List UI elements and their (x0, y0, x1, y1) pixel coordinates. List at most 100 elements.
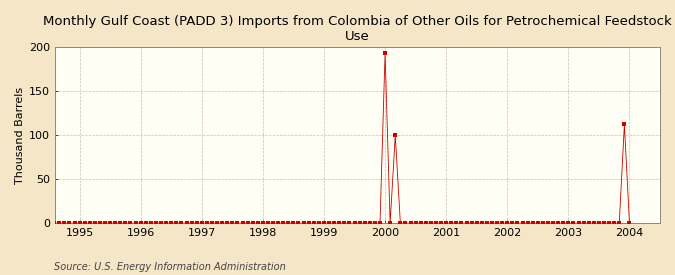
Point (339, 221, 350, 225)
Title: Monthly Gulf Coast (PADD 3) Imports from Colombia of Other Oils for Petrochemica: Monthly Gulf Coast (PADD 3) Imports from… (43, 15, 672, 43)
Point (166, 221, 177, 225)
Point (537, 221, 548, 225)
Point (415, 221, 426, 225)
Point (130, 221, 141, 225)
Point (232, 221, 243, 225)
Point (34, 221, 45, 225)
Point (176, 221, 187, 225)
Point (441, 221, 452, 225)
Point (533, 221, 543, 225)
Point (359, 221, 370, 225)
Point (298, 221, 309, 225)
Point (395, 221, 406, 225)
Point (181, 221, 192, 225)
Point (456, 221, 467, 225)
Point (543, 221, 554, 225)
Point (477, 221, 487, 225)
Point (522, 221, 533, 225)
Point (583, 221, 594, 225)
Point (517, 221, 528, 225)
Point (624, 221, 635, 225)
Point (334, 221, 345, 225)
Point (502, 221, 512, 225)
Point (421, 221, 431, 225)
Point (410, 221, 421, 225)
Point (329, 221, 340, 225)
Point (466, 221, 477, 225)
Point (227, 221, 238, 225)
Point (400, 221, 411, 225)
Point (95, 221, 105, 225)
Point (558, 221, 568, 225)
Point (578, 221, 589, 225)
Point (90, 221, 101, 225)
Point (573, 221, 584, 225)
Point (278, 221, 289, 225)
Point (105, 221, 115, 225)
Point (349, 221, 360, 225)
Point (619, 122, 630, 127)
Point (28, 221, 39, 225)
Point (369, 221, 380, 225)
Point (191, 221, 202, 225)
Point (156, 221, 167, 225)
Point (487, 221, 497, 225)
Point (135, 221, 146, 225)
Point (100, 221, 111, 225)
Point (599, 221, 610, 225)
Point (125, 221, 136, 225)
Point (354, 221, 365, 225)
Point (512, 221, 523, 225)
Point (425, 221, 436, 225)
Point (481, 221, 492, 225)
Point (323, 221, 334, 225)
Point (313, 221, 324, 225)
Point (38, 221, 49, 225)
Point (614, 221, 624, 225)
Point (507, 221, 518, 225)
Point (461, 221, 472, 225)
Y-axis label: Thousand Barrels: Thousand Barrels (15, 86, 25, 184)
Point (283, 221, 294, 225)
Point (18, 221, 29, 225)
Point (161, 221, 171, 225)
Point (110, 221, 121, 225)
Point (308, 221, 319, 225)
Point (446, 221, 456, 225)
Point (405, 221, 416, 225)
Point (222, 221, 233, 225)
Point (196, 221, 207, 225)
Point (527, 221, 538, 225)
Point (553, 221, 564, 225)
Point (59, 221, 70, 225)
Point (563, 221, 574, 225)
Point (140, 221, 151, 225)
Point (491, 221, 502, 225)
Point (263, 221, 273, 225)
Point (257, 221, 268, 225)
Text: Source: U.S. Energy Information Administration: Source: U.S. Energy Information Administ… (54, 262, 286, 272)
Point (497, 221, 508, 225)
Point (207, 221, 217, 225)
Point (49, 221, 59, 225)
Point (547, 221, 558, 225)
Point (79, 221, 90, 225)
Point (319, 221, 329, 225)
Point (471, 221, 482, 225)
Point (44, 221, 55, 225)
Point (212, 221, 223, 225)
Point (593, 221, 604, 225)
Point (344, 221, 355, 225)
Point (84, 221, 95, 225)
Point (237, 221, 248, 225)
Point (603, 221, 614, 225)
Point (303, 221, 314, 225)
Point (268, 221, 279, 225)
Point (24, 221, 34, 225)
Point (375, 221, 385, 225)
Point (115, 221, 126, 225)
Point (589, 221, 599, 225)
Point (288, 221, 299, 225)
Point (390, 133, 401, 137)
Point (69, 221, 80, 225)
